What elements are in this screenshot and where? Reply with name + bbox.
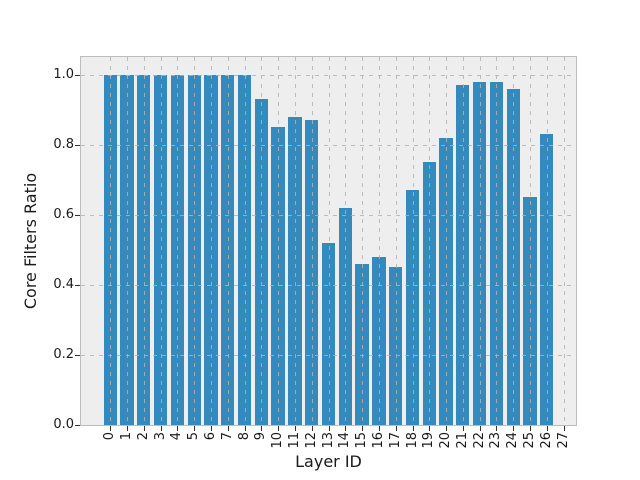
bar-layer-19 — [422, 162, 436, 425]
bar-layer-16 — [372, 256, 386, 425]
bar-layer-8 — [237, 74, 252, 425]
bar-layer-14 — [338, 207, 352, 425]
x-tick-13 — [328, 426, 330, 431]
x-tick-23 — [496, 426, 498, 431]
bar-layer-1 — [120, 74, 134, 425]
y-tick-1.0 — [75, 74, 80, 76]
x-tick-2 — [143, 426, 145, 431]
bar-layer-13 — [321, 242, 336, 425]
x-tick-25 — [530, 426, 531, 431]
x-tick-3 — [160, 426, 162, 431]
bar-layer-12 — [305, 120, 319, 425]
bar-layer-15 — [355, 263, 369, 425]
x-tick-19 — [429, 426, 431, 431]
bar-layer-3 — [153, 74, 168, 425]
x-tick-15 — [362, 426, 364, 431]
y-tick-0.2 — [75, 354, 80, 356]
bar-layer-7 — [221, 74, 235, 425]
x-tick-22 — [479, 426, 481, 431]
x-tick-14 — [345, 426, 347, 431]
bar-layer-6 — [204, 74, 218, 425]
y-tick-label-0.4: 0.4 — [53, 276, 74, 292]
x-tick-5 — [194, 426, 196, 431]
bar-layer-20 — [439, 137, 453, 425]
bar-layer-2 — [137, 74, 151, 425]
y-tick-label-0.6: 0.6 — [53, 206, 74, 222]
bar-layer-9 — [254, 99, 268, 425]
bar-layer-11 — [288, 116, 302, 425]
plot-area — [80, 56, 577, 426]
x-tick-24 — [513, 426, 515, 431]
x-axis-label: Layer ID — [295, 452, 362, 471]
bars-layer — [81, 57, 576, 425]
bar-layer-18 — [405, 190, 420, 425]
bar-layer-4 — [170, 74, 185, 425]
x-tick-0 — [110, 426, 112, 431]
x-tick-17 — [395, 426, 397, 431]
y-tick-0.4 — [75, 284, 80, 286]
x-tick-6 — [211, 426, 212, 431]
x-tick-26 — [546, 426, 548, 431]
x-tick-16 — [378, 426, 380, 431]
y-tick-0.6 — [75, 214, 80, 216]
y-axis-label: Core Filters Ratio — [21, 172, 40, 310]
bar-layer-17 — [388, 267, 403, 425]
x-tick-4 — [177, 426, 179, 431]
bar-layer-21 — [456, 85, 470, 425]
x-tick-21 — [462, 426, 464, 431]
bar-layer-23 — [489, 81, 504, 425]
x-tick-20 — [446, 426, 447, 431]
x-tick-7 — [227, 426, 229, 431]
y-tick-label-0.8: 0.8 — [53, 136, 74, 152]
bar-layer-10 — [271, 127, 285, 425]
bar-layer-24 — [506, 88, 520, 425]
y-tick-label-1.0: 1.0 — [53, 66, 74, 82]
y-tick-0.8 — [75, 144, 80, 146]
x-tick-27 — [563, 426, 565, 431]
y-tick-label-0.2: 0.2 — [53, 346, 74, 362]
x-tick-12 — [311, 426, 313, 431]
y-tick-0.0 — [75, 425, 80, 426]
bar-layer-25 — [523, 197, 537, 425]
bar-layer-0 — [103, 74, 117, 425]
x-tick-18 — [412, 426, 414, 431]
x-tick-8 — [244, 426, 246, 431]
bar-layer-22 — [472, 81, 487, 425]
x-tick-10 — [278, 426, 280, 431]
x-tick-11 — [294, 426, 296, 431]
bar-layer-26 — [540, 134, 554, 425]
bar-layer-5 — [187, 74, 201, 425]
x-tick-9 — [261, 426, 263, 431]
x-tick-1 — [127, 426, 128, 431]
y-tick-label-0.0: 0.0 — [53, 417, 74, 432]
